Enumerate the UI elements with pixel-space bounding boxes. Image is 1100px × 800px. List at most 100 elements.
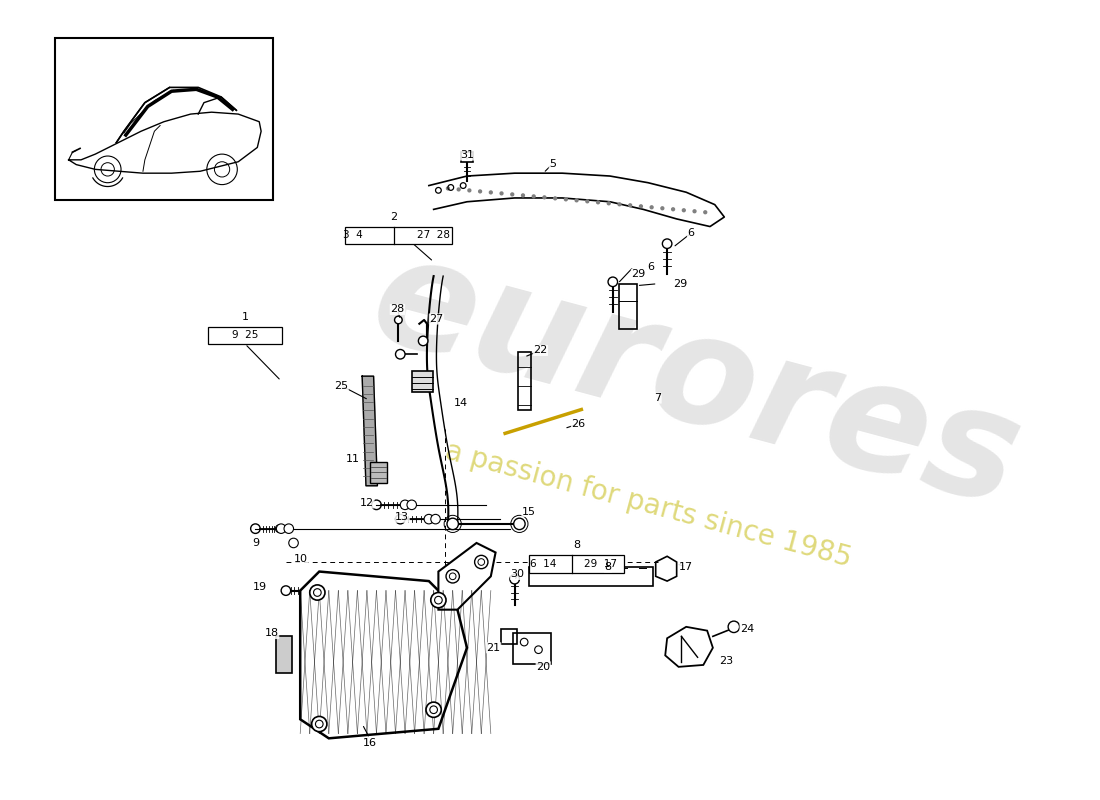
Bar bbox=[276, 636, 292, 673]
Text: 6: 6 bbox=[688, 228, 694, 238]
Bar bbox=[517, 352, 531, 410]
Text: 26: 26 bbox=[571, 419, 585, 429]
Circle shape bbox=[276, 524, 286, 534]
Text: 23: 23 bbox=[719, 656, 734, 666]
Circle shape bbox=[543, 196, 546, 198]
Circle shape bbox=[275, 525, 283, 533]
Circle shape bbox=[553, 197, 557, 200]
Circle shape bbox=[704, 211, 706, 214]
Circle shape bbox=[490, 191, 492, 194]
Circle shape bbox=[478, 190, 482, 193]
Bar bbox=[529, 566, 652, 586]
Circle shape bbox=[426, 515, 433, 523]
Circle shape bbox=[639, 205, 642, 208]
Text: 7: 7 bbox=[654, 393, 661, 403]
Circle shape bbox=[251, 524, 261, 534]
Circle shape bbox=[418, 336, 428, 346]
Text: 30: 30 bbox=[510, 570, 525, 579]
Circle shape bbox=[607, 202, 610, 205]
Circle shape bbox=[618, 203, 620, 206]
Circle shape bbox=[514, 518, 525, 530]
Circle shape bbox=[521, 194, 525, 197]
Circle shape bbox=[396, 350, 405, 359]
Polygon shape bbox=[300, 571, 468, 738]
Bar bbox=[370, 462, 387, 483]
Text: 27  28: 27 28 bbox=[417, 230, 450, 240]
Text: 29  17: 29 17 bbox=[584, 559, 617, 569]
Text: 16: 16 bbox=[363, 738, 377, 748]
Circle shape bbox=[395, 316, 403, 324]
Circle shape bbox=[575, 199, 578, 202]
Circle shape bbox=[284, 524, 294, 534]
Text: 8: 8 bbox=[573, 540, 580, 550]
Polygon shape bbox=[439, 543, 496, 610]
Circle shape bbox=[400, 500, 410, 510]
Circle shape bbox=[396, 514, 405, 524]
Bar bbox=[55, 38, 273, 200]
Circle shape bbox=[289, 538, 298, 548]
Circle shape bbox=[596, 201, 600, 204]
Circle shape bbox=[403, 501, 410, 509]
Text: 14: 14 bbox=[454, 398, 469, 408]
Circle shape bbox=[282, 586, 290, 595]
Text: 27: 27 bbox=[429, 314, 443, 324]
Circle shape bbox=[728, 621, 739, 633]
Circle shape bbox=[510, 574, 519, 584]
Text: 17: 17 bbox=[679, 562, 693, 572]
Text: 29: 29 bbox=[673, 278, 688, 289]
Circle shape bbox=[447, 518, 459, 530]
Text: 1: 1 bbox=[241, 312, 249, 322]
Text: 19: 19 bbox=[253, 582, 267, 592]
Circle shape bbox=[510, 193, 514, 196]
Polygon shape bbox=[362, 376, 377, 486]
Text: 2: 2 bbox=[390, 212, 397, 222]
Circle shape bbox=[629, 204, 631, 206]
Text: a passion for parts since 1985: a passion for parts since 1985 bbox=[442, 437, 855, 573]
Text: 13: 13 bbox=[395, 512, 409, 522]
Text: 16: 16 bbox=[363, 738, 377, 748]
Text: 20: 20 bbox=[536, 662, 550, 672]
Circle shape bbox=[608, 277, 617, 286]
Text: 25: 25 bbox=[334, 381, 349, 390]
Circle shape bbox=[431, 514, 440, 524]
Text: 9: 9 bbox=[252, 538, 258, 548]
Text: 8: 8 bbox=[605, 562, 612, 572]
Circle shape bbox=[500, 192, 503, 195]
Text: 6: 6 bbox=[648, 262, 654, 271]
Bar bbox=[529, 555, 624, 573]
Circle shape bbox=[458, 188, 460, 191]
Circle shape bbox=[425, 514, 433, 524]
Text: 31: 31 bbox=[460, 150, 474, 160]
Text: 24: 24 bbox=[740, 624, 755, 634]
Bar bbox=[619, 284, 637, 330]
Text: 3  4: 3 4 bbox=[343, 230, 363, 240]
Text: 12: 12 bbox=[360, 498, 374, 508]
Circle shape bbox=[662, 239, 672, 249]
Text: 11: 11 bbox=[345, 454, 360, 464]
Circle shape bbox=[672, 208, 674, 210]
Bar bbox=[345, 226, 452, 244]
Text: 10: 10 bbox=[294, 554, 308, 564]
Bar bbox=[208, 326, 282, 344]
Circle shape bbox=[426, 702, 441, 718]
Circle shape bbox=[650, 206, 653, 209]
Circle shape bbox=[564, 198, 568, 201]
Circle shape bbox=[407, 500, 417, 510]
Text: 29: 29 bbox=[631, 269, 646, 279]
Circle shape bbox=[468, 189, 471, 192]
Text: 21: 21 bbox=[486, 642, 500, 653]
Circle shape bbox=[431, 593, 446, 608]
Text: 22: 22 bbox=[534, 346, 548, 355]
Text: 15: 15 bbox=[521, 506, 536, 517]
Circle shape bbox=[311, 717, 327, 732]
Circle shape bbox=[310, 585, 324, 600]
Circle shape bbox=[474, 555, 488, 569]
Circle shape bbox=[447, 187, 450, 190]
Circle shape bbox=[693, 210, 696, 213]
Polygon shape bbox=[666, 627, 713, 667]
Polygon shape bbox=[429, 173, 724, 226]
Text: 6  14: 6 14 bbox=[530, 559, 557, 569]
Bar bbox=[411, 371, 432, 392]
Bar bbox=[502, 629, 517, 644]
Text: 18: 18 bbox=[265, 629, 278, 638]
